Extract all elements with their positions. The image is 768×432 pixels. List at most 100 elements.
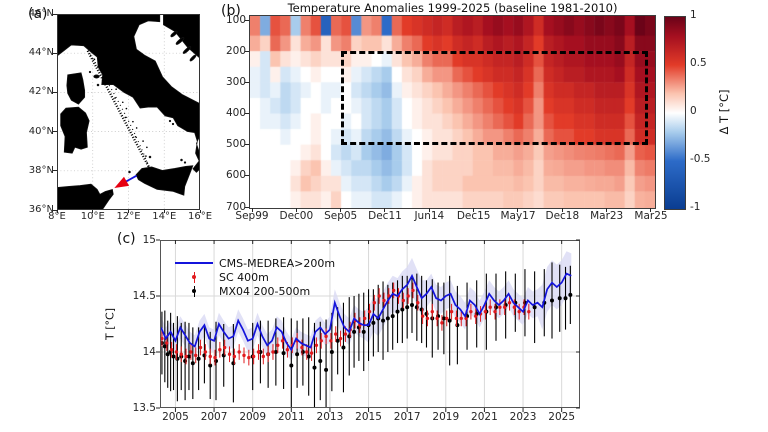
colorbar <box>664 16 686 210</box>
station-dot <box>125 107 128 110</box>
sc-point <box>309 351 314 355</box>
sc-point <box>242 353 246 358</box>
sc-point <box>502 305 507 309</box>
station-dot <box>114 97 116 99</box>
sc-point <box>247 355 251 360</box>
sc-point <box>382 298 386 303</box>
mx04-point <box>352 329 357 334</box>
legend-errorbar-sample-black <box>175 284 213 298</box>
sc-point <box>430 309 434 314</box>
timeseries-year-tick: 2005 <box>162 411 189 423</box>
island-dot-1 <box>88 70 92 74</box>
sc-point <box>459 316 463 321</box>
tick-mark <box>517 208 519 212</box>
mx04-point <box>550 298 554 303</box>
timeseries-data-layer <box>160 251 573 408</box>
sc-point <box>488 305 492 309</box>
island-ischia <box>171 122 175 126</box>
station-dot <box>145 155 147 157</box>
sc-point <box>179 352 183 356</box>
mx04-point <box>335 338 340 343</box>
sc-point <box>338 336 343 341</box>
panel-c-label: (c) <box>117 231 136 247</box>
timeseries-year-tick: 2019 <box>432 411 460 423</box>
station-dot <box>134 135 137 138</box>
sc-point <box>256 350 261 354</box>
island-ustica <box>148 155 152 159</box>
flow-direction-arrow <box>114 176 130 189</box>
red-errorbar-icon <box>191 271 196 283</box>
sc-point <box>362 316 367 321</box>
mx04-point <box>273 350 278 354</box>
mx04-point <box>190 361 195 366</box>
sc-point <box>498 305 502 309</box>
island-aeolian-2 <box>183 161 187 164</box>
tick-mark <box>384 208 386 212</box>
mx04-point <box>165 352 170 357</box>
tick-mark <box>606 208 608 212</box>
station-dot <box>115 88 117 91</box>
timeseries-temp-tick: 14 <box>142 345 156 358</box>
cms-medrea-line <box>160 272 572 352</box>
uncertainty-band <box>161 251 572 361</box>
island-dot-2 <box>96 83 100 87</box>
heatmap-canvas <box>250 16 655 208</box>
sc-point <box>440 321 444 325</box>
tick-mark <box>53 52 57 54</box>
sc-point <box>343 332 348 336</box>
timeseries-ylabel: T [°C] <box>103 308 117 340</box>
tick-mark <box>53 209 57 211</box>
timeseries-temp-tick: 14.5 <box>132 289 156 302</box>
timeseries-year-tick: 2007 <box>200 411 228 423</box>
sc-point <box>334 332 338 336</box>
mx04-point <box>208 363 213 368</box>
heatmap-time-tick: Dec11 <box>368 210 402 222</box>
mx04-point <box>447 318 452 323</box>
legend-line-sample <box>175 256 213 270</box>
land-sicily <box>135 165 194 196</box>
land-corsica <box>66 72 86 105</box>
legend-row-sc: SC 400m <box>175 270 335 284</box>
black-errorbar-icon <box>191 285 196 297</box>
tick-mark <box>92 210 94 213</box>
sc-point <box>237 350 241 354</box>
tick-mark <box>245 144 249 146</box>
map-lat-tick: 40°N <box>28 125 54 137</box>
study-area-map <box>57 14 200 210</box>
heatmap-time-tick: Mar25 <box>634 210 668 222</box>
station-dot <box>111 82 114 84</box>
timeseries-year-tick: 2023 <box>509 411 537 423</box>
mx04-point <box>400 307 405 312</box>
tick-mark <box>53 170 57 172</box>
mx04-point <box>306 354 311 359</box>
island-pantelleria <box>109 192 112 196</box>
heatmap-depth-tick: 300 <box>225 75 246 88</box>
legend-label-mx04: MX04 200-500m <box>219 284 311 298</box>
sc-point <box>493 309 497 314</box>
timeseries-plot <box>156 239 580 412</box>
sc-point <box>324 334 328 339</box>
heatmap-time-tick: Sep05 <box>324 210 358 222</box>
heatmap-depth-tick: 100 <box>225 13 246 26</box>
tick-mark <box>245 113 249 114</box>
legend-row-mx04: MX04 200-500m <box>175 284 335 298</box>
mx04-point <box>385 316 390 321</box>
station-dot <box>103 77 106 80</box>
heatmap-time-tick: Jun14 <box>414 210 445 222</box>
station-dot <box>142 140 144 142</box>
mx04-point <box>532 305 537 310</box>
colorbar-tick: 1 <box>690 9 697 21</box>
sc-point <box>208 354 212 359</box>
legend-errorbar-sample-red <box>175 270 213 284</box>
map-lon-tick: 10°E <box>80 211 105 222</box>
sc-point <box>266 352 270 356</box>
sc-point <box>416 301 420 305</box>
tick-mark <box>53 91 57 93</box>
sc-point <box>251 354 256 359</box>
sc-point <box>276 343 280 347</box>
island-croatia-2 <box>175 37 185 45</box>
island-capri <box>168 119 172 123</box>
tick-mark <box>53 131 57 133</box>
island-aeolian-1 <box>180 158 183 162</box>
tick-mark <box>199 210 201 213</box>
